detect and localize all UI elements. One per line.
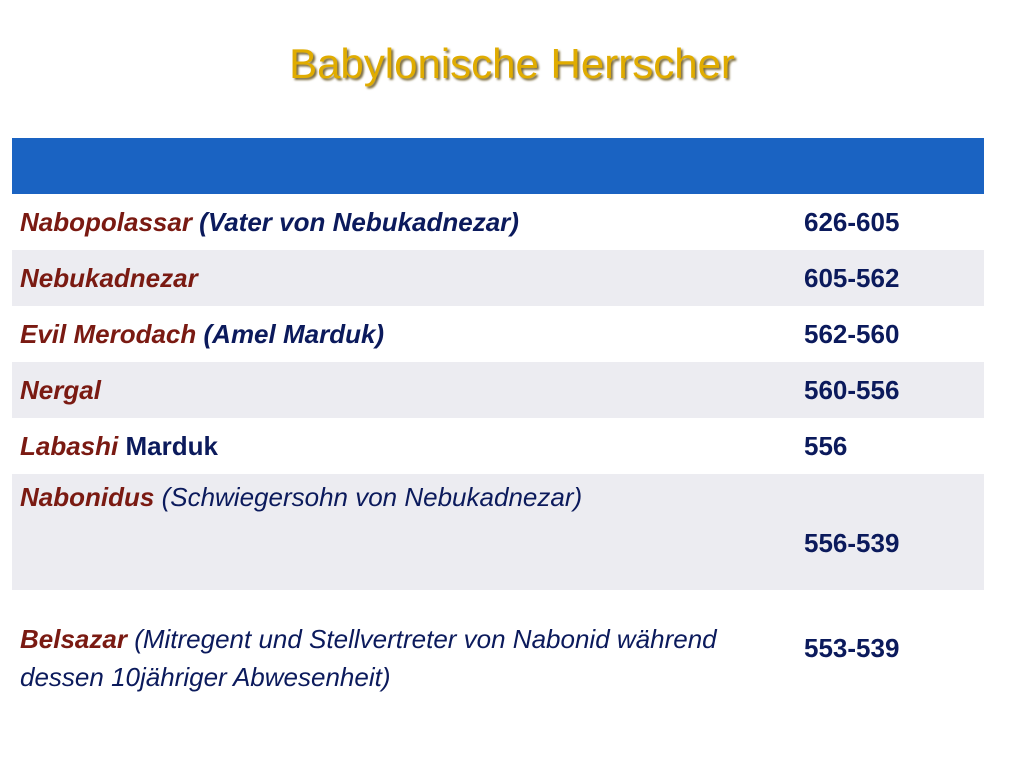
ruler-note: Marduk: [118, 431, 218, 461]
ruler-note: (Schwiegersohn von Nebukadnezar): [154, 482, 583, 512]
table-row: Belsazar (Mitregent und Stellvertreter v…: [12, 590, 984, 710]
ruler-years: 560-556: [804, 374, 900, 405]
ruler-name: Labashi: [20, 431, 119, 461]
ruler-name-cell: Nabopolassar (Vater von Nebukadnezar): [12, 207, 804, 237]
ruler-name-cell: Nebukadnezar: [12, 263, 804, 293]
ruler-name: Belsazar: [20, 624, 127, 654]
table-row: Nabonidus (Schwiegersohn von Nebukadneza…: [12, 474, 984, 590]
ruler-name-cell: Labashi Marduk: [12, 431, 804, 461]
ruler-note: (Amel Marduk): [196, 319, 385, 349]
ruler-note: (Mitregent und Stellvertreter von Naboni…: [20, 624, 717, 692]
ruler-years: 562-560: [804, 318, 900, 349]
ruler-years: 553-539: [804, 632, 900, 663]
table-row: Labashi Marduk 556: [12, 418, 984, 474]
ruler-name-cell: Nergal: [12, 375, 804, 405]
ruler-name-cell: Belsazar (Mitregent und Stellvertreter v…: [12, 590, 804, 710]
ruler-name: Nergal: [20, 375, 101, 405]
ruler-name-cell: Evil Merodach (Amel Marduk): [12, 319, 804, 349]
ruler-name: Nabonidus: [20, 482, 155, 512]
table-row: Evil Merodach (Amel Marduk) 562-560: [12, 306, 984, 362]
table-row: Nergal 560-556: [12, 362, 984, 418]
slide-title: Babylonische Herrscher: [289, 40, 735, 87]
ruler-name: Nebukadnezar: [20, 263, 198, 293]
ruler-years: 605-562: [804, 262, 900, 293]
table-row: Nabopolassar (Vater von Nebukadnezar) 62…: [12, 194, 984, 250]
rulers-table: Nabopolassar (Vater von Nebukadnezar) 62…: [12, 138, 984, 710]
table-header-bar: [12, 138, 984, 194]
ruler-years: 626-605: [804, 206, 900, 237]
table-row: Nebukadnezar 605-562: [12, 250, 984, 306]
ruler-name-cell: Nabonidus (Schwiegersohn von Nebukadneza…: [12, 474, 804, 590]
ruler-name: Nabopolassar: [20, 207, 192, 237]
ruler-years: 556: [804, 430, 848, 461]
ruler-years: 556-539: [804, 527, 900, 558]
ruler-note: (Vater von Nebukadnezar): [191, 207, 519, 237]
ruler-name: Evil Merodach: [20, 319, 197, 349]
